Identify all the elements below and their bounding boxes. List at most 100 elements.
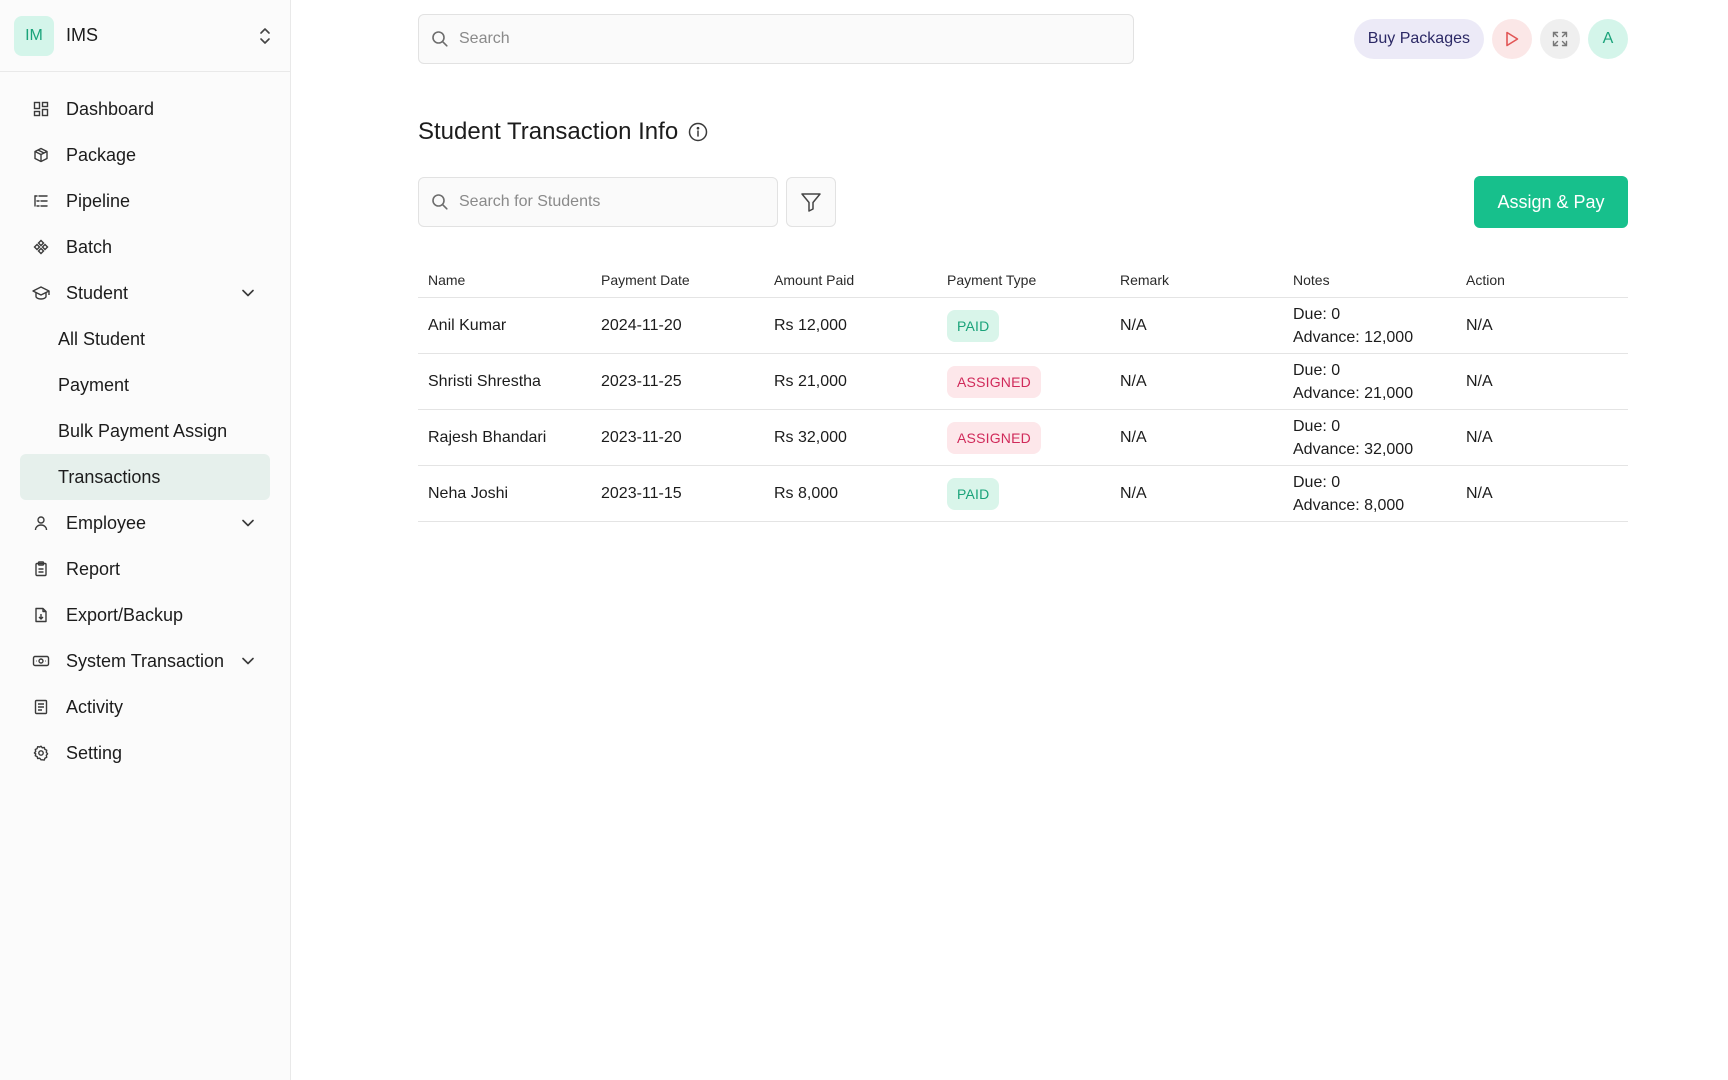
brand-switcher[interactable]: IM IMS — [0, 0, 290, 72]
cell-remark: N/A — [1120, 428, 1147, 446]
sidebar-item-label: Student — [66, 282, 129, 303]
status-badge: PAID — [947, 477, 1000, 510]
column-header-amount-paid: Amount Paid — [774, 271, 855, 288]
sidebar-item-label: Package — [66, 144, 137, 165]
sidebar-subitem-label: Payment — [58, 374, 130, 395]
search-icon — [431, 193, 449, 211]
sidebar-item-label: Report — [66, 558, 121, 579]
sidebar-item-label: Activity — [66, 696, 124, 717]
sidebar-item-label: Employee — [66, 512, 147, 533]
cell-payment-date: 2023-11-25 — [601, 372, 682, 390]
table-row[interactable]: Neha Joshi 2023-11-15 Rs 8,000 PAID N/A … — [418, 466, 1628, 522]
sidebar-item-dashboard[interactable]: Dashboard — [0, 86, 290, 132]
status-badge: PAID — [947, 309, 1000, 342]
avatar[interactable]: A — [1588, 19, 1628, 59]
sidebar-item-setting[interactable]: Setting — [0, 730, 290, 776]
column-header-payment-date: Payment Date — [601, 271, 690, 288]
package-icon — [32, 146, 50, 164]
cell-payment-date: 2023-11-15 — [601, 484, 682, 502]
table-row[interactable]: Shristi Shrestha 2023-11-25 Rs 21,000 AS… — [418, 354, 1628, 410]
info-icon[interactable] — [688, 122, 708, 142]
cell-payment-type: PAID — [937, 477, 1110, 510]
search-input[interactable] — [459, 30, 1056, 48]
page-title: Student Transaction Info — [418, 118, 708, 146]
top-actions: Buy Packages A — [1353, 19, 1628, 59]
chevron-up-down-icon[interactable] — [256, 25, 274, 47]
dashboard-icon — [32, 100, 50, 118]
student-search[interactable] — [418, 177, 778, 227]
notes-advance: Advance: 12,000 — [1293, 328, 1414, 346]
status-badge: ASSIGNED — [947, 421, 1041, 454]
buy-packages-button[interactable]: Buy Packages — [1353, 19, 1484, 59]
sidebar-item-system-transaction[interactable]: System Transaction — [0, 638, 290, 684]
sidebar-item-student[interactable]: Student — [0, 270, 290, 316]
cell-action: N/A — [1466, 372, 1493, 390]
brand-name: IMS — [66, 25, 99, 45]
cell-payment-type: ASSIGNED — [937, 365, 1110, 398]
sidebar-subitem-label: Transactions — [58, 466, 161, 487]
play-icon — [1505, 31, 1519, 47]
global-search[interactable] — [418, 14, 1134, 64]
sidebar: IM IMS Dashboard Package Pipeline — [0, 0, 291, 1080]
page-title-text: Student Transaction Info — [418, 118, 679, 145]
sidebar-nav: Dashboard Package Pipeline Batch Student — [0, 72, 290, 776]
notes-due: Due: 0 — [1293, 473, 1341, 491]
search-icon — [431, 30, 449, 48]
sidebar-subitem-bulk-payment-assign[interactable]: Bulk Payment Assign — [20, 408, 270, 454]
expand-icon — [1552, 31, 1568, 47]
sidebar-item-report[interactable]: Report — [0, 546, 290, 592]
notes-due: Due: 0 — [1293, 305, 1341, 323]
notes-due: Due: 0 — [1293, 361, 1341, 379]
student-search-input[interactable] — [459, 193, 754, 211]
cell-payment-type: ASSIGNED — [937, 421, 1110, 454]
sidebar-item-employee[interactable]: Employee — [0, 500, 290, 546]
pipeline-icon — [32, 192, 50, 210]
chevron-down-icon[interactable] — [240, 515, 256, 531]
filter-button[interactable] — [786, 177, 836, 227]
table-row[interactable]: Rajesh Bhandari 2023-11-20 Rs 32,000 ASS… — [418, 410, 1628, 466]
table-row[interactable]: Anil Kumar 2024-11-20 Rs 12,000 PAID N/A… — [418, 298, 1628, 354]
money-icon — [32, 652, 50, 670]
chevron-down-icon[interactable] — [240, 285, 256, 301]
cell-notes: Due: 0 Advance: 8,000 — [1283, 471, 1456, 517]
activity-icon — [32, 698, 50, 716]
cell-amount: Rs 21,000 — [774, 372, 847, 390]
cell-action: N/A — [1466, 428, 1493, 446]
user-icon — [32, 514, 50, 532]
play-button[interactable] — [1492, 19, 1532, 59]
cell-remark: N/A — [1120, 316, 1147, 334]
assign-pay-button[interactable]: Assign & Pay — [1474, 176, 1628, 228]
cell-name: Rajesh Bhandari — [428, 428, 547, 446]
brand-badge: IM — [14, 15, 54, 56]
batch-icon — [32, 238, 50, 256]
fullscreen-button[interactable] — [1540, 19, 1580, 59]
graduation-cap-icon — [32, 284, 50, 302]
cell-notes: Due: 0 Advance: 32,000 — [1283, 415, 1456, 461]
export-icon — [32, 606, 50, 624]
table-header: Name Payment Date Amount Paid Payment Ty… — [418, 262, 1628, 298]
transactions-table: Name Payment Date Amount Paid Payment Ty… — [418, 262, 1628, 522]
notes-due: Due: 0 — [1293, 417, 1341, 435]
chevron-down-icon[interactable] — [240, 653, 256, 669]
cell-amount: Rs 8,000 — [774, 484, 839, 502]
sidebar-item-export-backup[interactable]: Export/Backup — [0, 592, 290, 638]
sidebar-subitem-payment[interactable]: Payment — [20, 362, 270, 408]
notes-advance: Advance: 8,000 — [1293, 496, 1405, 514]
sidebar-item-activity[interactable]: Activity — [0, 684, 290, 730]
cell-amount: Rs 12,000 — [774, 316, 847, 334]
sidebar-subitem-transactions[interactable]: Transactions — [20, 454, 270, 500]
sidebar-item-package[interactable]: Package — [0, 132, 290, 178]
sidebar-item-label: System Transaction — [66, 650, 225, 671]
column-header-remark: Remark — [1120, 271, 1170, 288]
status-badge: ASSIGNED — [947, 365, 1041, 398]
sidebar-subitem-all-student[interactable]: All Student — [20, 316, 270, 362]
sidebar-subitem-label: Bulk Payment Assign — [58, 420, 228, 441]
sidebar-item-pipeline[interactable]: Pipeline — [0, 178, 290, 224]
clipboard-icon — [32, 560, 50, 578]
notes-advance: Advance: 21,000 — [1293, 384, 1414, 402]
sidebar-item-batch[interactable]: Batch — [0, 224, 290, 270]
sidebar-item-label: Export/Backup — [66, 604, 184, 625]
cell-payment-date: 2023-11-20 — [601, 428, 682, 446]
filter-icon — [800, 191, 822, 213]
cell-notes: Due: 0 Advance: 12,000 — [1283, 303, 1456, 349]
